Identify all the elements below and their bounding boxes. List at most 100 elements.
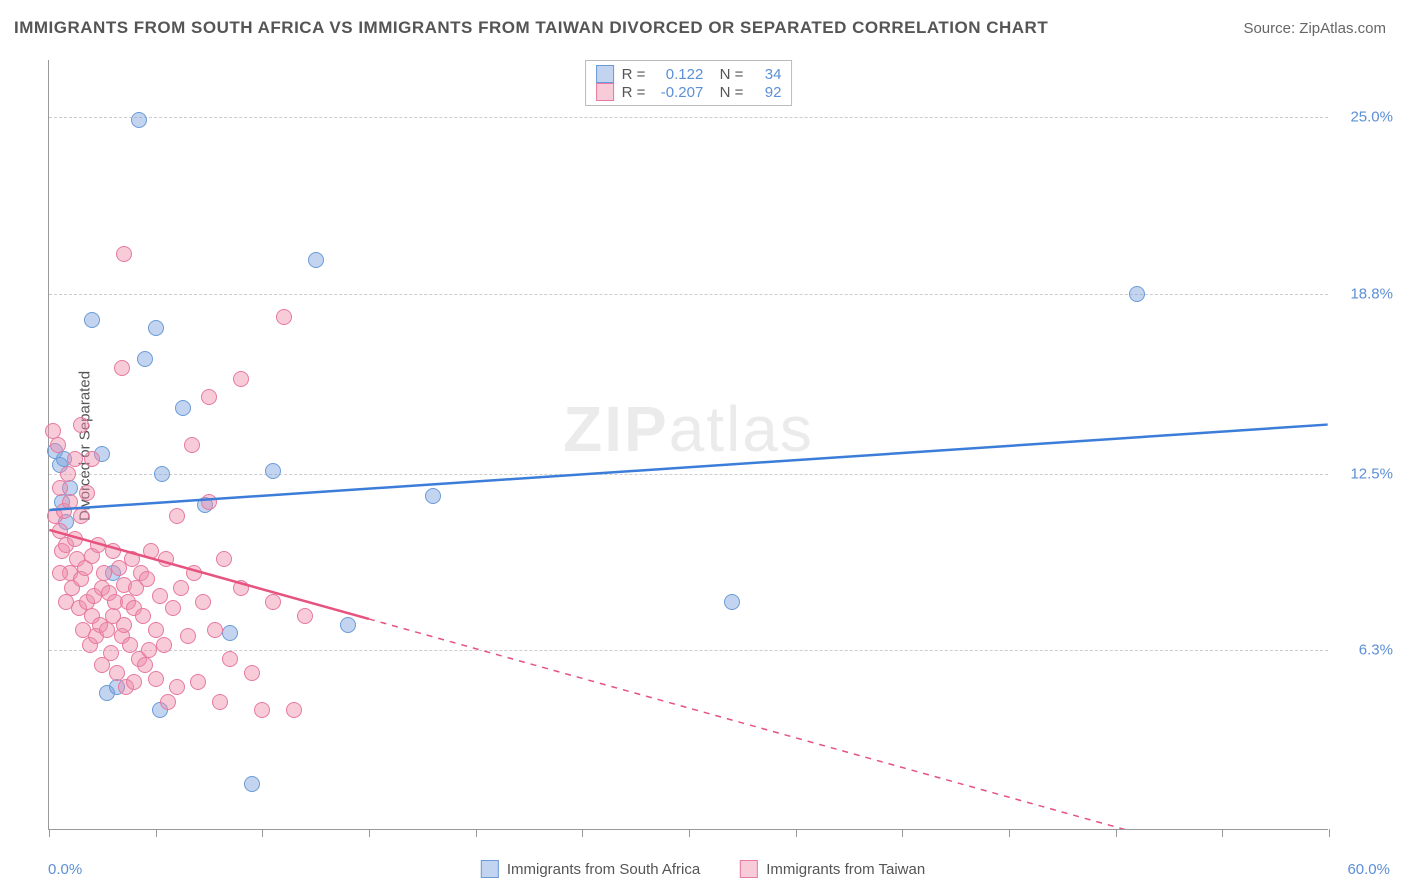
xtick bbox=[476, 829, 477, 837]
data-point bbox=[79, 485, 95, 501]
data-point bbox=[265, 463, 281, 479]
data-point bbox=[222, 651, 238, 667]
gridline bbox=[49, 117, 1328, 118]
xtick bbox=[1222, 829, 1223, 837]
data-point bbox=[126, 674, 142, 690]
legend-series-label: Immigrants from Taiwan bbox=[766, 861, 925, 878]
legend-stats: R = 0.122 N = 34 R = -0.207 N = 92 bbox=[585, 60, 793, 106]
data-point bbox=[276, 309, 292, 325]
data-point bbox=[184, 437, 200, 453]
xtick bbox=[689, 829, 690, 837]
data-point bbox=[222, 625, 238, 641]
xtick bbox=[262, 829, 263, 837]
data-point bbox=[60, 466, 76, 482]
data-point bbox=[137, 351, 153, 367]
data-point bbox=[143, 543, 159, 559]
xtick bbox=[369, 829, 370, 837]
data-point bbox=[286, 702, 302, 718]
data-point bbox=[90, 537, 106, 553]
data-point bbox=[67, 451, 83, 467]
data-point bbox=[724, 594, 740, 610]
ytick-label: 6.3% bbox=[1359, 642, 1393, 659]
data-point bbox=[52, 480, 68, 496]
xtick bbox=[1116, 829, 1117, 837]
data-point bbox=[114, 360, 130, 376]
data-point bbox=[233, 580, 249, 596]
gridline bbox=[49, 650, 1328, 651]
r-value: 0.122 bbox=[653, 66, 703, 83]
data-point bbox=[96, 565, 112, 581]
legend-swatch bbox=[596, 83, 614, 101]
data-point bbox=[308, 252, 324, 268]
xtick bbox=[49, 829, 50, 837]
ytick-label: 12.5% bbox=[1350, 465, 1393, 482]
data-point bbox=[148, 320, 164, 336]
plot-area: ZIPatlas R =0.122 N =34R =-0.207 N =92 6… bbox=[48, 60, 1328, 830]
legend-series-item: Immigrants from South Africa bbox=[481, 860, 700, 878]
data-point bbox=[158, 551, 174, 567]
data-point bbox=[180, 628, 196, 644]
r-value: -0.207 bbox=[653, 84, 703, 101]
xaxis-max-label: 60.0% bbox=[1347, 861, 1390, 878]
data-point bbox=[190, 674, 206, 690]
r-label: R = bbox=[622, 84, 646, 101]
data-point bbox=[425, 488, 441, 504]
data-point bbox=[233, 371, 249, 387]
data-point bbox=[186, 565, 202, 581]
data-point bbox=[141, 642, 157, 658]
data-point bbox=[265, 594, 281, 610]
data-point bbox=[67, 531, 83, 547]
n-value: 34 bbox=[751, 66, 781, 83]
data-point bbox=[244, 665, 260, 681]
data-point bbox=[84, 451, 100, 467]
watermark: ZIPatlas bbox=[563, 392, 814, 466]
legend-swatch bbox=[740, 860, 758, 878]
legend-swatch bbox=[596, 65, 614, 83]
data-point bbox=[156, 637, 172, 653]
data-point bbox=[201, 389, 217, 405]
trend-lines bbox=[49, 60, 1328, 829]
xtick bbox=[156, 829, 157, 837]
data-point bbox=[195, 594, 211, 610]
gridline bbox=[49, 474, 1328, 475]
legend-series-label: Immigrants from South Africa bbox=[507, 861, 700, 878]
data-point bbox=[131, 112, 147, 128]
xtick bbox=[582, 829, 583, 837]
data-point bbox=[52, 565, 68, 581]
data-point bbox=[116, 246, 132, 262]
data-point bbox=[148, 671, 164, 687]
data-point bbox=[173, 580, 189, 596]
data-point bbox=[116, 617, 132, 633]
data-point bbox=[73, 508, 89, 524]
data-point bbox=[135, 608, 151, 624]
data-point bbox=[103, 645, 119, 661]
xtick bbox=[1329, 829, 1330, 837]
data-point bbox=[50, 437, 66, 453]
data-point bbox=[139, 571, 155, 587]
data-point bbox=[137, 657, 153, 673]
data-point bbox=[99, 622, 115, 638]
r-label: R = bbox=[622, 66, 646, 83]
ytick-label: 25.0% bbox=[1350, 109, 1393, 126]
data-point bbox=[154, 466, 170, 482]
data-point bbox=[165, 600, 181, 616]
n-label: N = bbox=[711, 84, 743, 101]
data-point bbox=[1129, 286, 1145, 302]
data-point bbox=[105, 543, 121, 559]
data-point bbox=[62, 494, 78, 510]
data-point bbox=[58, 594, 74, 610]
data-point bbox=[244, 776, 260, 792]
data-point bbox=[216, 551, 232, 567]
data-point bbox=[207, 622, 223, 638]
legend-stat-row: R = -0.207 N = 92 bbox=[596, 83, 782, 101]
legend-stat-row: R = 0.122 N = 34 bbox=[596, 65, 782, 83]
data-point bbox=[169, 679, 185, 695]
xtick bbox=[1009, 829, 1010, 837]
xtick bbox=[796, 829, 797, 837]
xaxis-min-label: 0.0% bbox=[48, 861, 82, 878]
data-point bbox=[297, 608, 313, 624]
data-point bbox=[254, 702, 270, 718]
xtick bbox=[902, 829, 903, 837]
n-label: N = bbox=[711, 66, 743, 83]
n-value: 92 bbox=[751, 84, 781, 101]
